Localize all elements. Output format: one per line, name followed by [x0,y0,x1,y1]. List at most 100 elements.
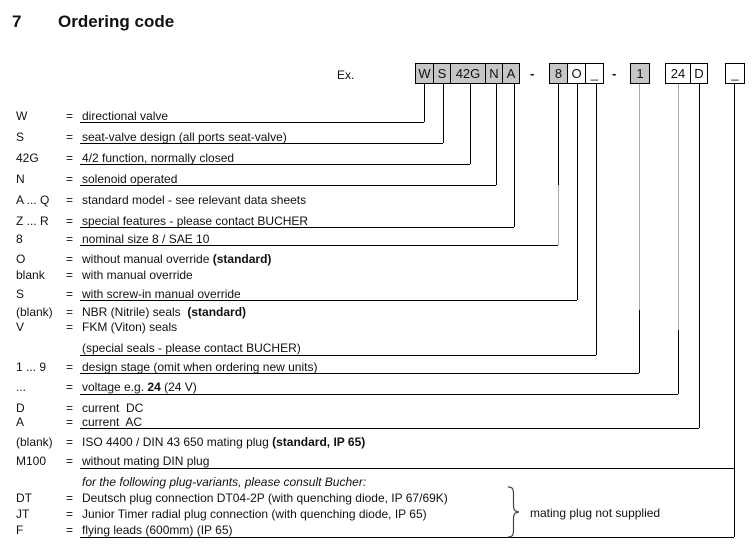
row-code: (blank) [16,305,53,319]
code-box-a: A [502,63,520,84]
code-box-group-voltage: 24 D [665,63,708,84]
code-box-o: O [567,63,586,84]
row-code: 1 ... 9 [16,360,47,374]
row-description: voltage e.g. 24 (24 V) [82,380,197,394]
row-description: NBR (Nitrile) seals (standard) [82,305,247,319]
legend-row-w: W = directional valve [0,109,753,124]
row-description: standard model - see relevant data sheet… [82,193,307,207]
equals-sign: = [66,401,74,415]
equals-sign: = [66,252,74,266]
underline-stage [80,373,639,374]
connector-a-line [514,84,515,227]
connector-plug-line [734,84,735,537]
underline-voltage [80,394,678,395]
equals-sign: = [66,268,74,282]
row-description: with screw-in manual override [82,287,241,301]
code-box-8: 8 [549,63,568,84]
code-separator-dash-2: - [612,66,617,81]
legend-row-8: 8 = nominal size 8 / SAE 10 [0,232,753,247]
row-code: S [16,287,25,301]
section-number: 7 [12,12,22,31]
equals-sign: = [66,415,74,429]
row-description: with manual override [82,268,193,282]
row-description: current AC [82,415,143,429]
row-code: (blank) [16,435,53,449]
row-code: W [16,109,28,123]
underline-n [80,185,496,186]
row-code: F [16,523,24,537]
row-description: without mating DIN plug [82,454,210,468]
code-box-w: W [415,63,434,84]
equals-sign: = [66,287,74,301]
legend-row-iso-plug: (blank) = ISO 4400 / DIN 43 650 mating p… [0,435,753,450]
row-code: D [16,401,25,415]
underline-seals [80,355,596,356]
legend-row-jt: JT = Junior Timer radial plug connection… [0,507,753,522]
row-description: for the following plug-variants, please … [82,475,367,489]
code-box-seals: _ [585,63,604,84]
row-description: FKM (Viton) seals [82,320,178,334]
code-box-42g: 42G [450,63,486,84]
underline-42g [80,164,470,165]
row-code: 42G [16,151,39,165]
brace-note: mating plug not supplied [530,506,661,520]
row-code: V [16,320,25,334]
legend-row-blank-override: blank = with manual override [0,268,753,283]
underline-w [80,122,424,123]
row-code: ... [16,380,27,394]
row-code: S [16,130,25,144]
row-code: O [16,252,26,266]
equals-sign: = [66,305,74,319]
legend-row-dc: D = current DC [0,401,753,416]
code-box-d: D [690,63,708,84]
connector-w-line [424,84,425,122]
row-code: blank [16,268,45,282]
equals-sign: = [66,435,74,449]
legend-row-voltage: ... = voltage e.g. 24 (24 V) [0,380,753,395]
equals-sign: = [66,454,74,468]
row-description: 4/2 function, normally closed [82,151,235,165]
underline-8 [80,245,558,246]
legend-row-zr: Z ... R = special features - please cont… [0,214,753,229]
code-box-group-model: W S 42G N A [415,63,520,84]
code-box-1: 1 [630,63,650,84]
row-code: N [16,172,25,186]
legend-row-ac: A = current AC [0,415,753,430]
legend-row-n: N = solenoid operated [0,172,753,187]
equals-sign: = [66,151,74,165]
row-description: solenoid operated [82,172,178,186]
underline-m100 [80,468,734,469]
row-code: A [16,415,25,429]
equals-sign: = [66,172,74,186]
code-box-group-plug: _ [725,63,745,84]
legend-row-dt: DT = Deutsch plug connection DT04-2P (wi… [0,491,753,506]
row-description: flying leads (600mm) (IP 65) [82,523,233,537]
legend-row-s: S = seat-valve design (all ports seat-va… [0,130,753,145]
connector-seals-line [596,84,597,355]
connector-8-line-bottom [558,185,559,245]
equals-sign: = [66,523,74,537]
row-code: Z ... R [16,214,49,228]
row-description: Junior Timer radial plug connection (wit… [82,507,427,521]
equals-sign: = [66,491,74,505]
legend-row-plug-note: for the following plug-variants, please … [0,475,753,490]
legend-row-special-seals: (special seals - please contact BUCHER) [0,341,753,356]
legend-row-42g: 42G = 4/2 function, normally closed [0,151,753,166]
curly-brace-icon [507,486,520,538]
legend-row-design-stage: 1 ... 9 = design stage (omit when orderi… [0,360,753,375]
code-box-plug: _ [725,63,745,84]
connector-n-line [496,84,497,185]
equals-sign: = [66,320,74,334]
equals-sign: = [66,109,74,123]
row-code: M100 [16,454,47,468]
connector-d-line [699,84,700,428]
equals-sign: = [66,214,74,228]
row-code: JT [16,507,30,521]
row-description: directional valve [82,109,169,123]
legend-row-nbr-seals: (blank) = NBR (Nitrile) seals (standard) [0,305,753,320]
connector-8-line-top [558,84,559,185]
connector-1-line-top [639,84,640,310]
legend-row-m100: M100 = without mating DIN plug [0,454,753,469]
row-description: special features - please contact BUCHER [82,214,309,228]
row-code: DT [16,491,32,505]
